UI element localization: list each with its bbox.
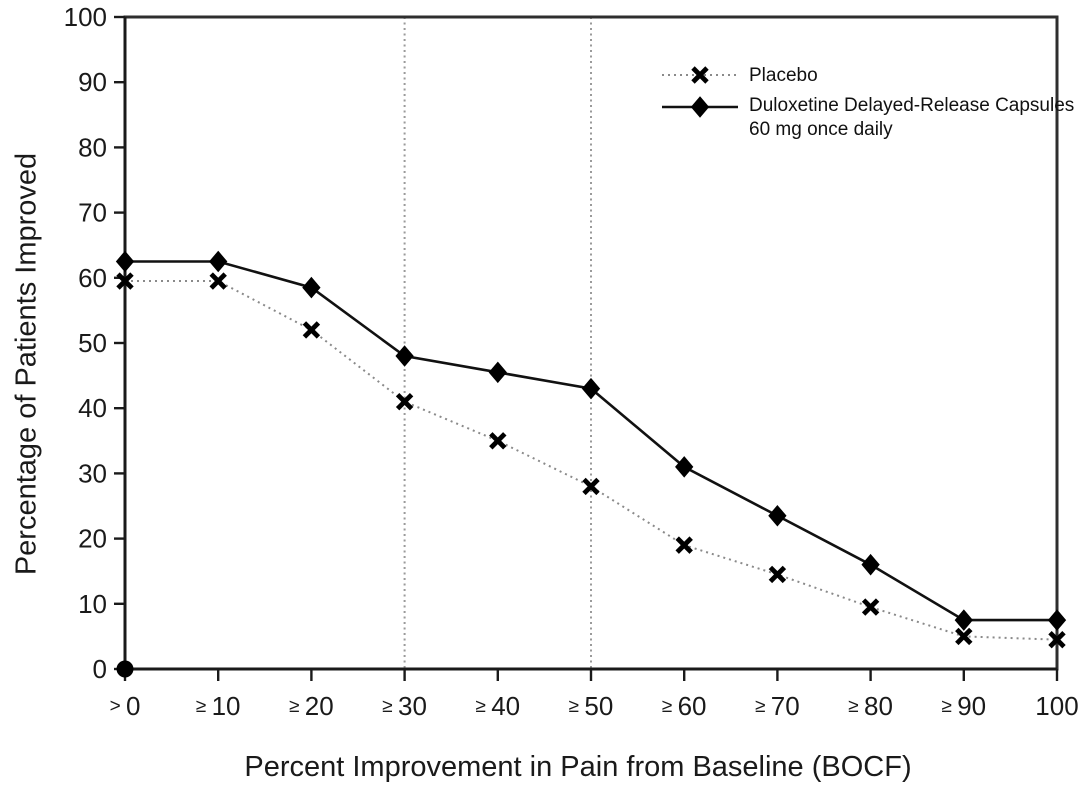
x-cross-stroke [1048, 630, 1066, 649]
legend-label-duloxetine-line1: Duloxetine Delayed-Release Capsules [749, 95, 1075, 116]
duloxetine-marker [768, 505, 787, 527]
y-tick-label: 60 [78, 263, 107, 293]
x-tick-label: ≥ 70 [755, 691, 800, 721]
y-tick-label: 10 [78, 589, 107, 619]
x-tick-label: ≥ 10 [196, 691, 241, 721]
duloxetine-marker [395, 345, 414, 367]
placebo-legend-glyph [691, 66, 709, 84]
duloxetine-marker [581, 377, 601, 400]
placebo-marker [861, 598, 880, 616]
duloxetine-marker [488, 361, 507, 384]
origin-marker [116, 660, 134, 678]
x-cross-stroke [209, 272, 227, 290]
placebo-marker [302, 321, 321, 339]
placebo-marker [209, 272, 227, 290]
x-axis-title: Percent Improvement in Pain from Baselin… [244, 751, 912, 783]
placebo-marker [955, 627, 973, 646]
x-cross-stroke [489, 432, 507, 450]
legend-label-duloxetine: Duloxetine Delayed-Release Capsules 60 m… [749, 94, 1074, 142]
placebo-marker [1048, 630, 1066, 649]
x-cross-stroke [861, 598, 880, 616]
duloxetine-marker [675, 456, 694, 478]
placebo-marker [675, 536, 693, 554]
duloxetine-marker [209, 250, 228, 273]
duloxetine-legend-marker-icon [662, 96, 738, 118]
x-cross-stroke [955, 627, 973, 646]
x-tick-label: ≥ 60 [662, 691, 707, 721]
x-cross-stroke [768, 565, 787, 584]
placebo-line [125, 280, 1058, 641]
legend-label-placebo: Placebo [749, 65, 818, 86]
duloxetine-marker [1047, 609, 1067, 631]
y-tick-label: 80 [78, 132, 107, 162]
duloxetine-legend-glyph [690, 96, 710, 118]
duloxetine-marker [954, 609, 973, 631]
y-tick-label: 40 [78, 393, 107, 423]
x-tick-label: ≥ 40 [475, 691, 520, 721]
x-tick-label: 100 [1035, 691, 1078, 721]
y-tick-label: 20 [78, 524, 107, 554]
x-cross-stroke [116, 272, 134, 290]
y-tick-label: 70 [78, 198, 107, 228]
legend-item-duloxetine: Duloxetine Delayed-Release Capsules 60 m… [660, 94, 1074, 142]
x-tick-label: ≥ 20 [289, 691, 334, 721]
y-tick-label: 50 [78, 328, 107, 358]
duloxetine-marker [115, 250, 135, 273]
y-tick-label: 90 [78, 67, 107, 97]
duloxetine-marker [302, 276, 321, 299]
y-axis-title: Percentage of Patients Improved [10, 152, 43, 576]
x-tick-label: > 0 [110, 691, 141, 721]
y-tick-label: 30 [78, 458, 107, 488]
x-tick-label: ≥ 90 [941, 691, 986, 721]
x-cross-stroke [302, 321, 321, 339]
x-cross-stroke [691, 66, 709, 84]
placebo-legend-marker-icon [662, 66, 738, 84]
x-tick-label: ≥ 50 [569, 691, 614, 721]
y-tick-label: 0 [93, 654, 107, 684]
duloxetine-marker [861, 553, 880, 576]
placebo-marker [116, 272, 134, 290]
placebo-marker [395, 392, 414, 411]
placebo-marker [489, 432, 507, 450]
x-cross-stroke [395, 392, 414, 411]
y-tick-label: 100 [64, 2, 107, 32]
x-tick-label: ≥ 80 [848, 691, 893, 721]
legend-item-placebo: Placebo [660, 62, 1074, 89]
placebo-marker [582, 477, 600, 496]
placebo-marker [768, 565, 787, 584]
x-tick-label: ≥ 30 [382, 691, 427, 721]
x-cross-stroke [675, 536, 693, 554]
x-cross-stroke [582, 477, 600, 496]
legend: Placebo Duloxetine Delayed-Release Capsu… [660, 62, 1074, 147]
legend-label-duloxetine-line2: 60 mg once daily [749, 119, 893, 140]
